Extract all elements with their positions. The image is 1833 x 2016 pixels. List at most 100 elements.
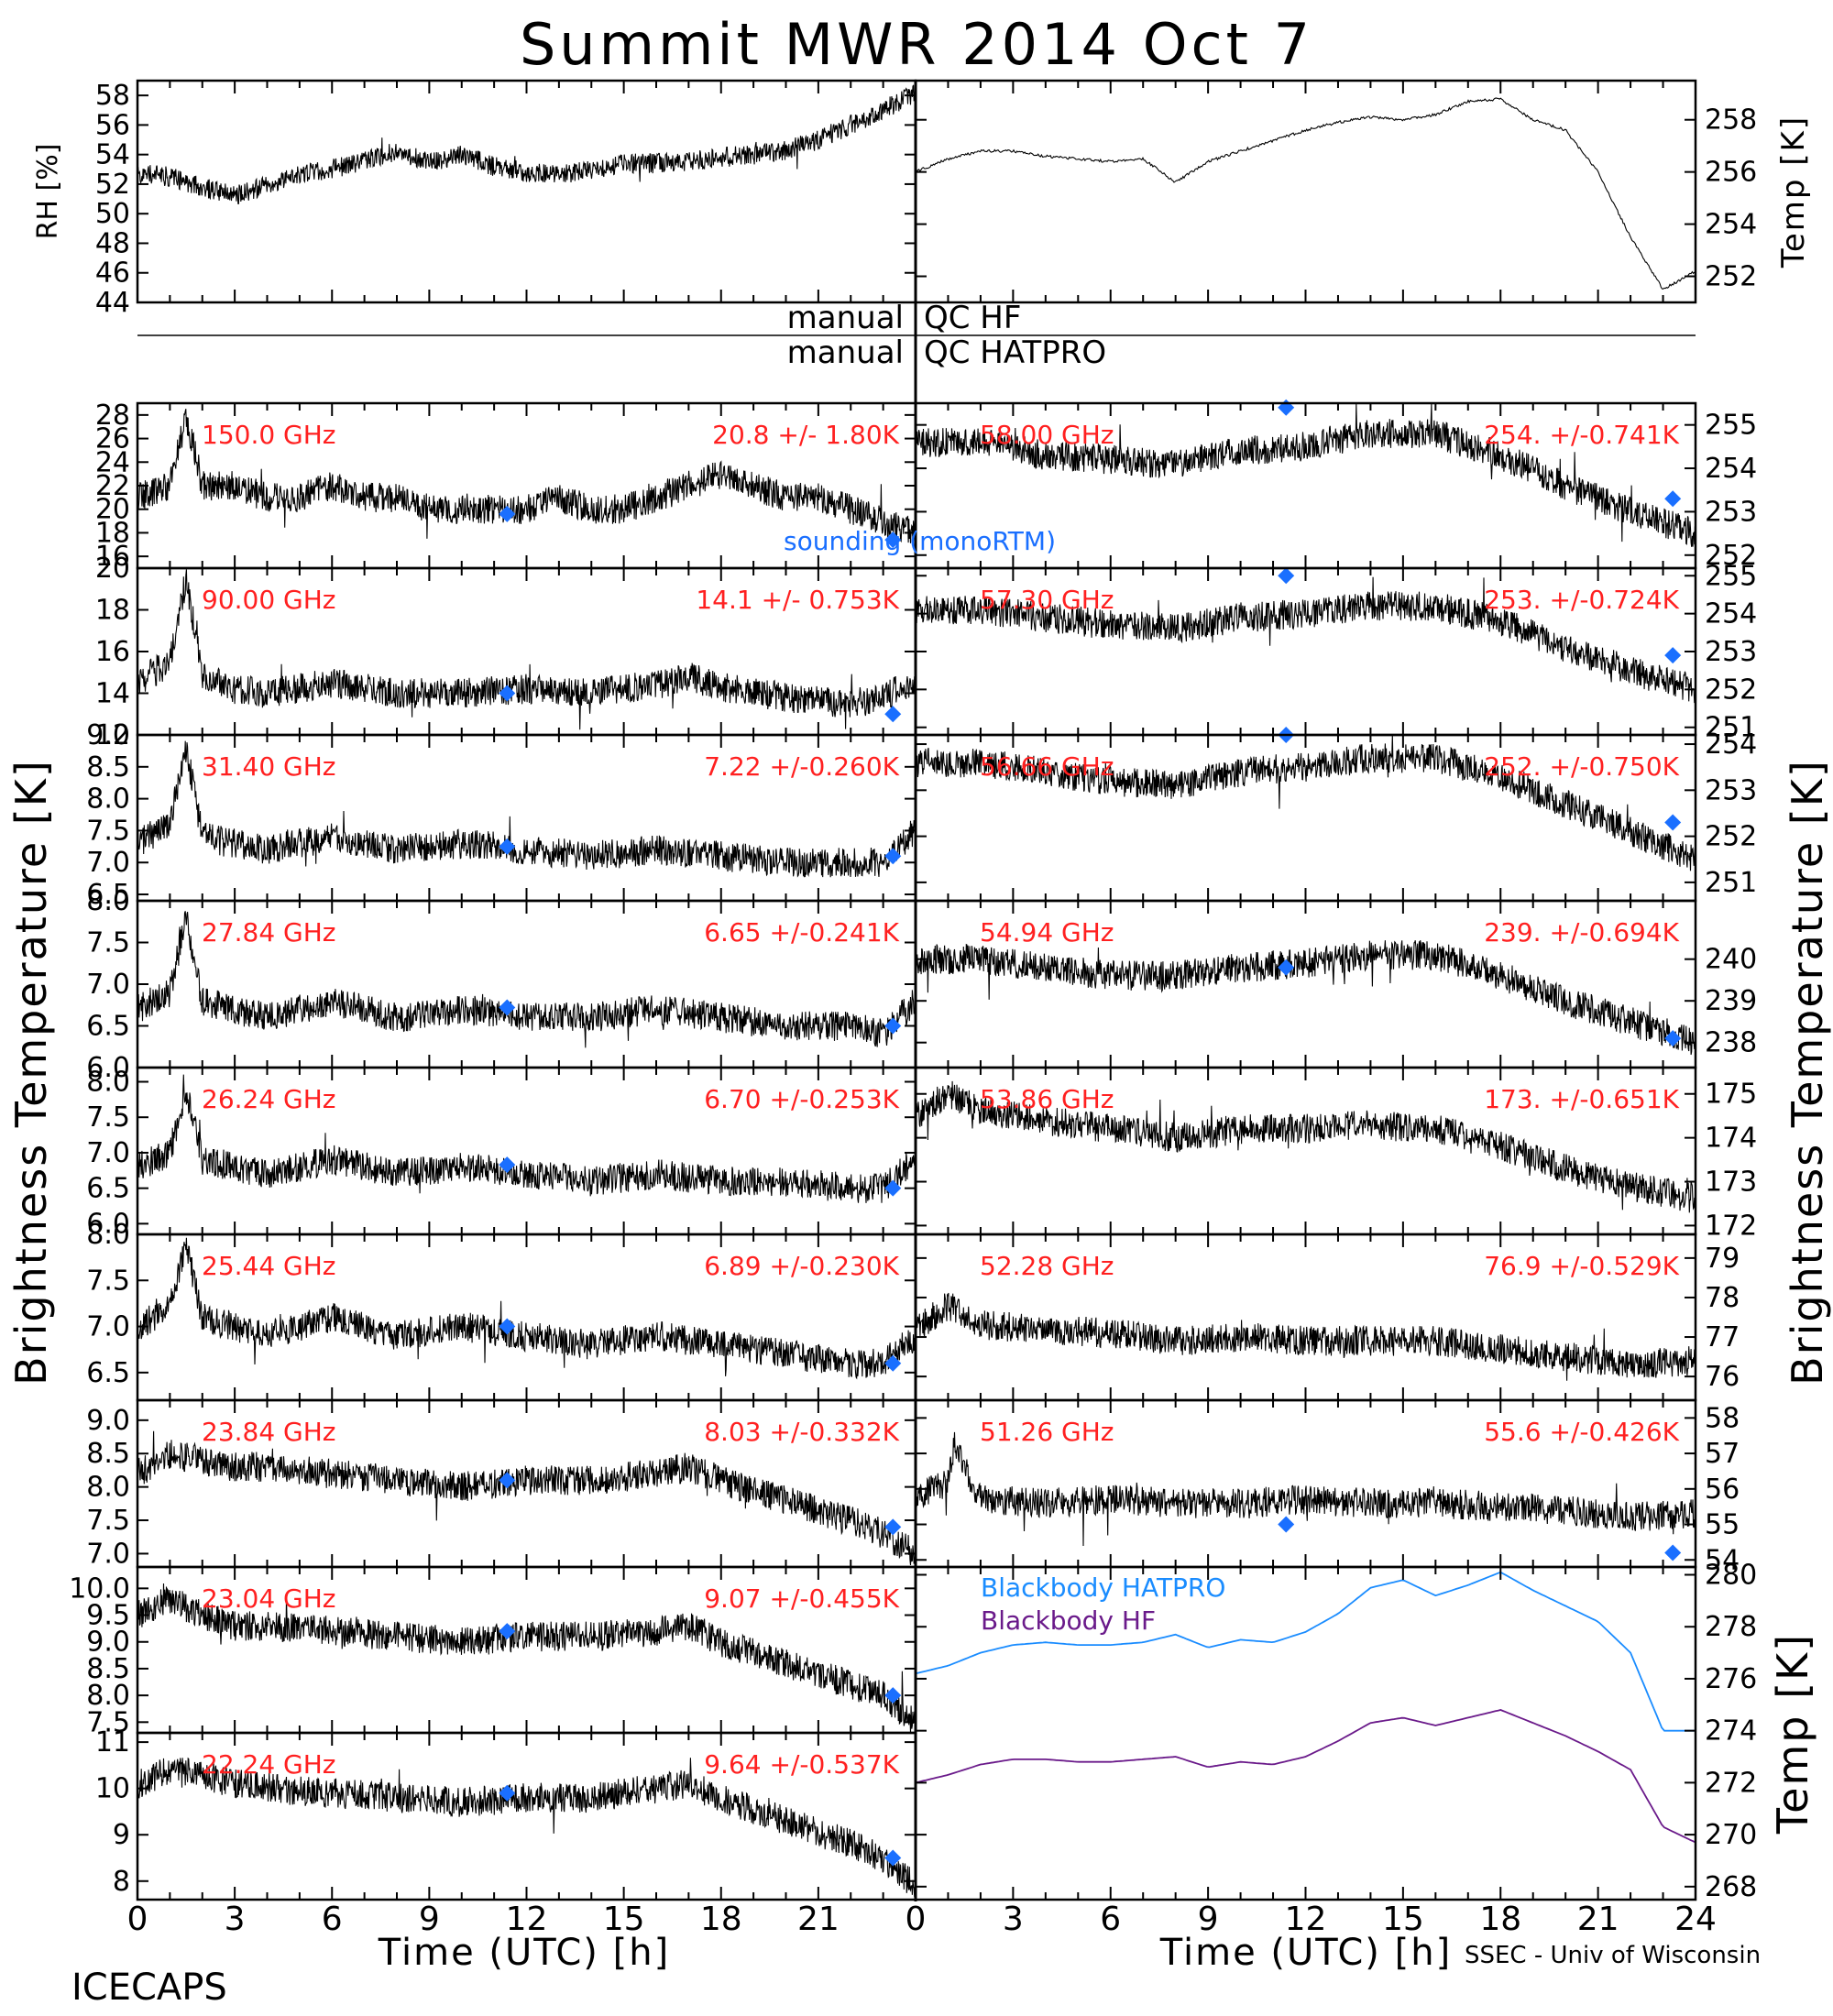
x-tick-label: 0 [906, 1901, 927, 1938]
y-tick-label: 255 [1705, 410, 1757, 442]
blackbody-temp-axis-label: Temp [K] [1768, 1633, 1817, 1835]
y-tick-label: 7.5 [86, 1505, 130, 1537]
sounding-point [499, 838, 516, 855]
y-tick-label: 14 [95, 678, 130, 710]
x-tick-label: 18 [1479, 1901, 1521, 1938]
data-trace [916, 97, 1696, 290]
y-tick-label: 278 [1705, 1611, 1757, 1643]
y-tick-label: 6.0 [86, 1208, 130, 1240]
y-tick-label: 6.5 [86, 879, 130, 911]
channel-frequency-label: 23.04 GHz [202, 1583, 336, 1614]
sounding-point [884, 1354, 902, 1372]
sounding-point [499, 1472, 516, 1489]
channel-stats-label: 9.07 +/-0.455K [704, 1583, 899, 1614]
panel-22-24-ghz: 8 9 10 11 22.24 GHz 9.64 +/-0.537K [95, 1726, 917, 1901]
y-tick-label: 254 [1705, 209, 1757, 241]
x-axis-label-left: Time (UTC) [h] [378, 1932, 670, 1974]
y-tick-label: 48 [95, 227, 130, 259]
y-tick-label: 7.5 [86, 1706, 130, 1738]
channel-frequency-label: 27.84 GHz [202, 917, 336, 948]
channel-stats-label: 239. +/-0.694K [1484, 917, 1679, 948]
sounding-point [499, 685, 516, 702]
qc-hf-label: QC HF [924, 300, 1021, 336]
y-tick-label: 56 [1705, 1474, 1740, 1506]
y-tick-label: 20 [95, 494, 130, 526]
y-tick-label: 8.0 [86, 783, 130, 816]
y-tick-label: 253 [1705, 636, 1757, 668]
y-tick-label: 274 [1705, 1715, 1757, 1748]
x-tick-label: 6 [1100, 1901, 1121, 1938]
y-tick-label: 253 [1705, 774, 1757, 806]
y-tick-label: 252 [1705, 540, 1757, 572]
y-tick-label: 44 [95, 287, 130, 319]
channel-frequency-label: 54.94 GHz [980, 917, 1114, 948]
sounding-point [1664, 490, 1682, 508]
data-trace [915, 734, 1696, 871]
channel-stats-label: 254. +/-0.741K [1484, 420, 1679, 450]
channel-stats-label: 6.70 +/-0.253K [704, 1084, 899, 1114]
series-blackbody-hatpro [915, 1571, 1696, 1732]
y-tick-label: 239 [1705, 985, 1757, 1017]
y-tick-label: 16 [95, 541, 130, 573]
channel-stats-label: 173. +/-0.651K [1484, 1084, 1679, 1114]
y-tick-label: 175 [1705, 1079, 1757, 1111]
y-tick-label: 58 [1705, 1402, 1740, 1434]
data-trace [137, 1430, 916, 1566]
panel-26-24-ghz: 6.06.5 7.07.58.0 26.24 GHz 6.70 +/-0.253K [86, 1066, 917, 1240]
y-tick-label: 22 [95, 470, 130, 502]
channel-frequency-label: 51.26 GHz [980, 1417, 1114, 1447]
panel-90-00-ghz: 12 14 16 18 20 90.00 GHz 14.1 +/- 0.753K [95, 553, 917, 751]
y-tick-label: 24 [95, 446, 130, 478]
y-tick-label: 7.0 [86, 847, 130, 879]
sounding-point [1664, 647, 1682, 664]
y-tick-label: 9.5 [86, 1600, 130, 1632]
data-trace [137, 409, 916, 545]
y-tick-label: 253 [1705, 496, 1757, 528]
y-tick-label: 7.5 [86, 815, 130, 847]
sounding-point [884, 1687, 902, 1704]
x-tick-label: 21 [797, 1901, 840, 1938]
sounding-point [499, 999, 516, 1016]
channel-frequency-label: 52.28 GHz [980, 1251, 1114, 1281]
channel-frequency-label: 90.00 GHz [202, 585, 336, 615]
data-trace [915, 1080, 1696, 1213]
y-tick-label: 256 [1705, 157, 1757, 189]
channel-frequency-label: 23.84 GHz [202, 1417, 336, 1447]
panel-58-00-ghz: 252 253 254 255 58.00 GHz 254. +/-0.741K [914, 399, 1757, 572]
channel-frequency-label: 22.24 GHz [202, 1749, 336, 1780]
x-tick-label: 12 [1285, 1901, 1327, 1938]
channel-stats-label: 6.65 +/-0.241K [704, 917, 899, 948]
y-tick-label: 7.0 [86, 1538, 130, 1570]
y-tick-label: 11 [95, 1726, 130, 1759]
y-tick-label: 8.0 [86, 1066, 130, 1098]
channel-frequency-label: 31.40 GHz [202, 751, 336, 782]
y-tick-label: 8.0 [86, 1472, 130, 1504]
y-tick-label: 28 [95, 400, 130, 432]
left-ylabel: Brightness Temperature [K] [6, 759, 56, 1386]
panel-56-66-ghz: 251 252 253 254 56.66 GHz 252. +/-0.750K [914, 727, 1757, 903]
data-trace [915, 402, 1696, 547]
y-tick-label: 174 [1705, 1123, 1757, 1155]
y-tick-label: 172 [1705, 1210, 1757, 1242]
sounding-point [884, 1518, 902, 1536]
sounding-point [499, 1156, 516, 1174]
x-tick-label: 9 [1198, 1901, 1219, 1938]
data-trace [915, 940, 1696, 1056]
y-tick-label: 240 [1705, 944, 1757, 976]
y-tick-label: 8.0 [86, 1219, 130, 1251]
channel-stats-label: 55.6 +/-0.426K [1484, 1417, 1679, 1447]
sounding-point [884, 1849, 902, 1867]
panel-31-40-ghz: 6.57.07.58.08.59.0 31.40 GHz 7.22 +/-0.260… [86, 719, 917, 911]
data-trace [137, 84, 916, 204]
y-tick-label: 252 [1705, 674, 1757, 706]
y-tick-label: 7.5 [86, 1265, 130, 1297]
series-blackbody-hf [915, 1709, 1696, 1844]
panel-23-84-ghz: 7.07.58.08.59.0 23.84 GHz 8.03 +/-0.332K [86, 1398, 917, 1570]
data-trace [137, 740, 916, 878]
footer-left: ICECAPS [71, 1967, 227, 2009]
y-tick-label: 258 [1705, 104, 1757, 137]
